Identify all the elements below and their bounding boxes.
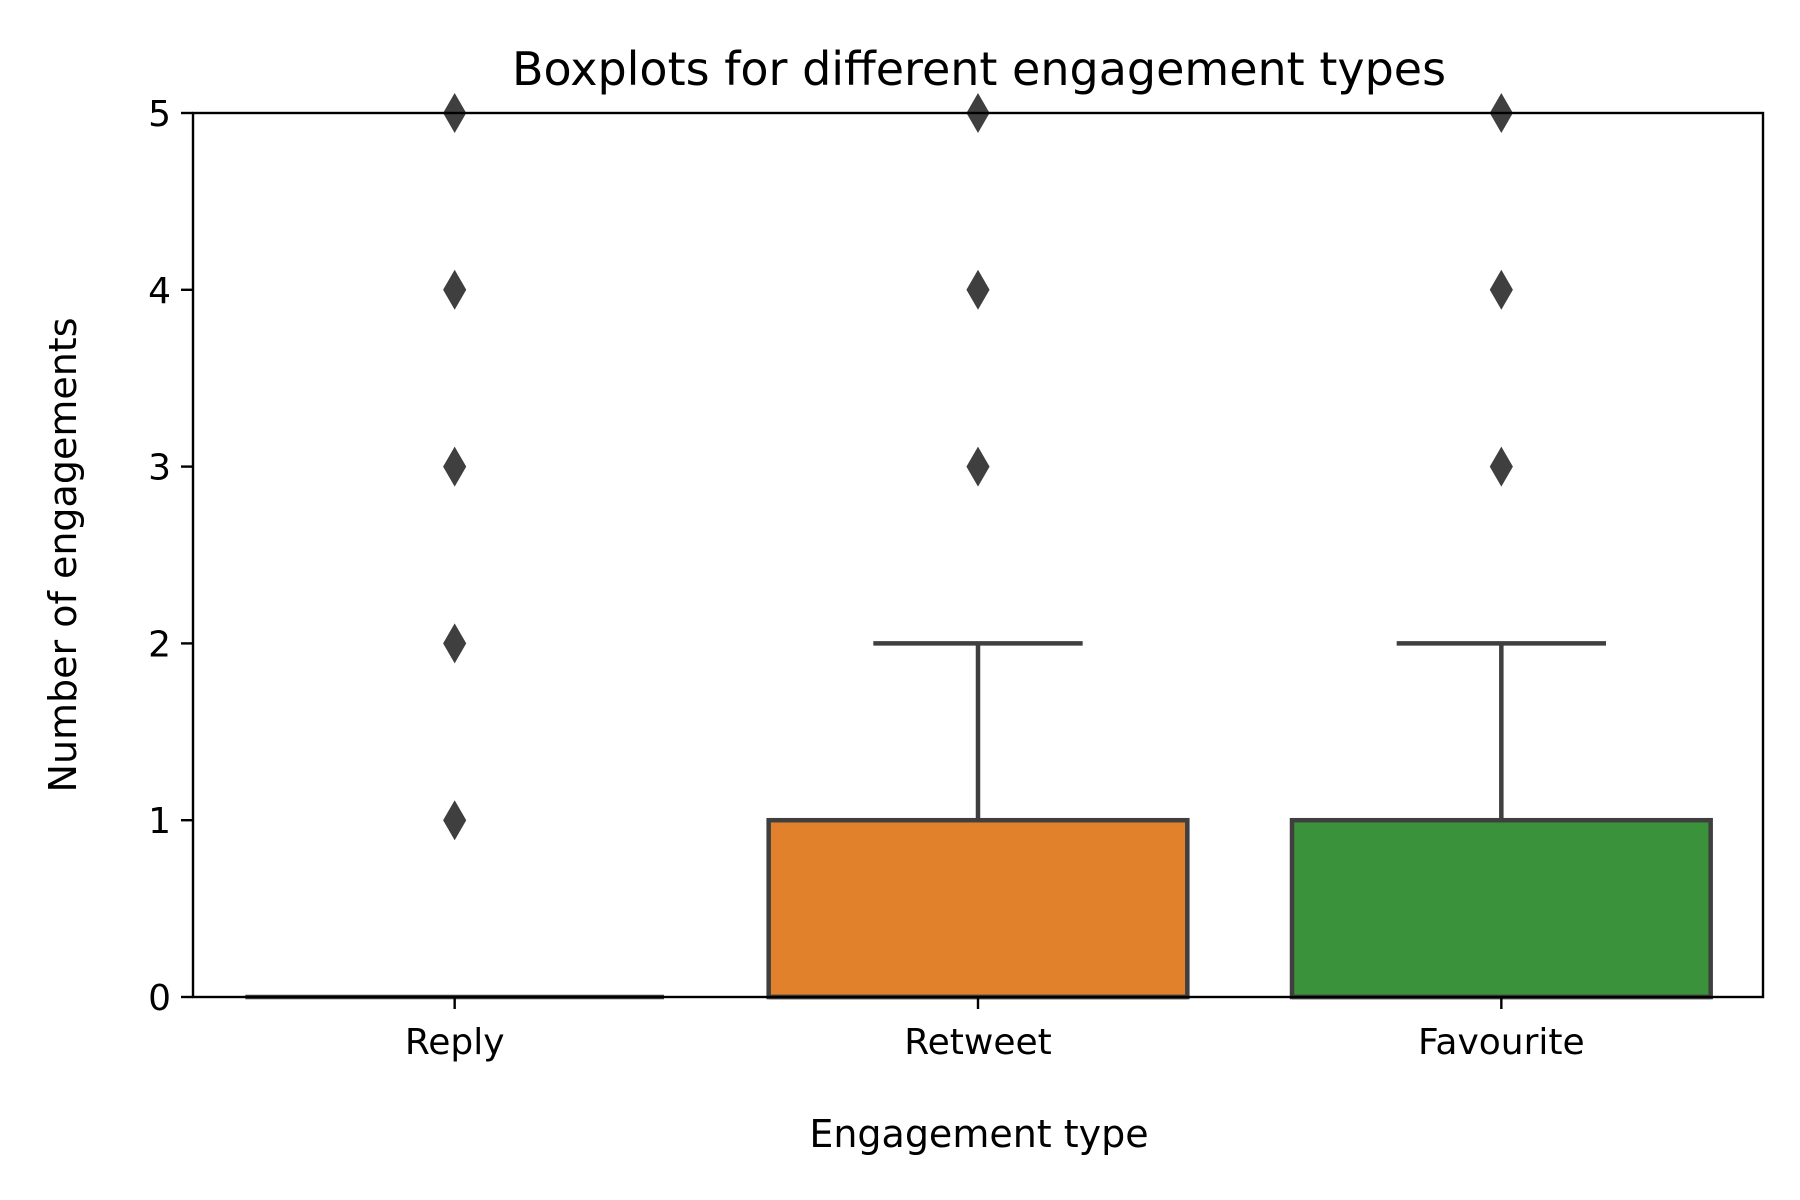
y-tick-label: 4	[148, 271, 171, 312]
outlier-point	[443, 269, 467, 310]
iqr-box	[1289, 817, 1713, 1000]
x-tick-label: Retweet	[904, 1022, 1052, 1063]
x-axis: Reply Retweet Favourite	[405, 997, 1585, 1063]
box-reply	[245, 93, 664, 1000]
outlier-point	[966, 269, 990, 310]
y-axis-title: Number of engagements	[41, 318, 85, 793]
outlier-point	[443, 800, 467, 841]
iqr-box	[766, 817, 1190, 1000]
chart-title: Boxplots for different engagement types	[512, 42, 1446, 96]
y-tick-label: 1	[148, 801, 171, 842]
y-tick-label: 0	[148, 978, 171, 1019]
outlier-point	[443, 623, 467, 664]
y-tick-label: 5	[148, 94, 171, 135]
outlier-point	[443, 446, 467, 487]
outlier-point	[1489, 446, 1513, 487]
outlier-point	[966, 446, 990, 487]
y-axis: 0 1 2 3 4 5	[148, 94, 193, 1019]
box-favourite	[1289, 93, 1713, 1000]
outlier-point	[1489, 269, 1513, 310]
y-tick-label: 2	[148, 624, 171, 665]
x-tick-label: Favourite	[1418, 1022, 1585, 1063]
plot-area	[245, 93, 1713, 1000]
box-retweet	[766, 93, 1190, 1000]
x-axis-title: Engagement type	[809, 1112, 1148, 1156]
x-tick-label: Reply	[405, 1022, 505, 1063]
y-tick-label: 3	[148, 448, 171, 489]
